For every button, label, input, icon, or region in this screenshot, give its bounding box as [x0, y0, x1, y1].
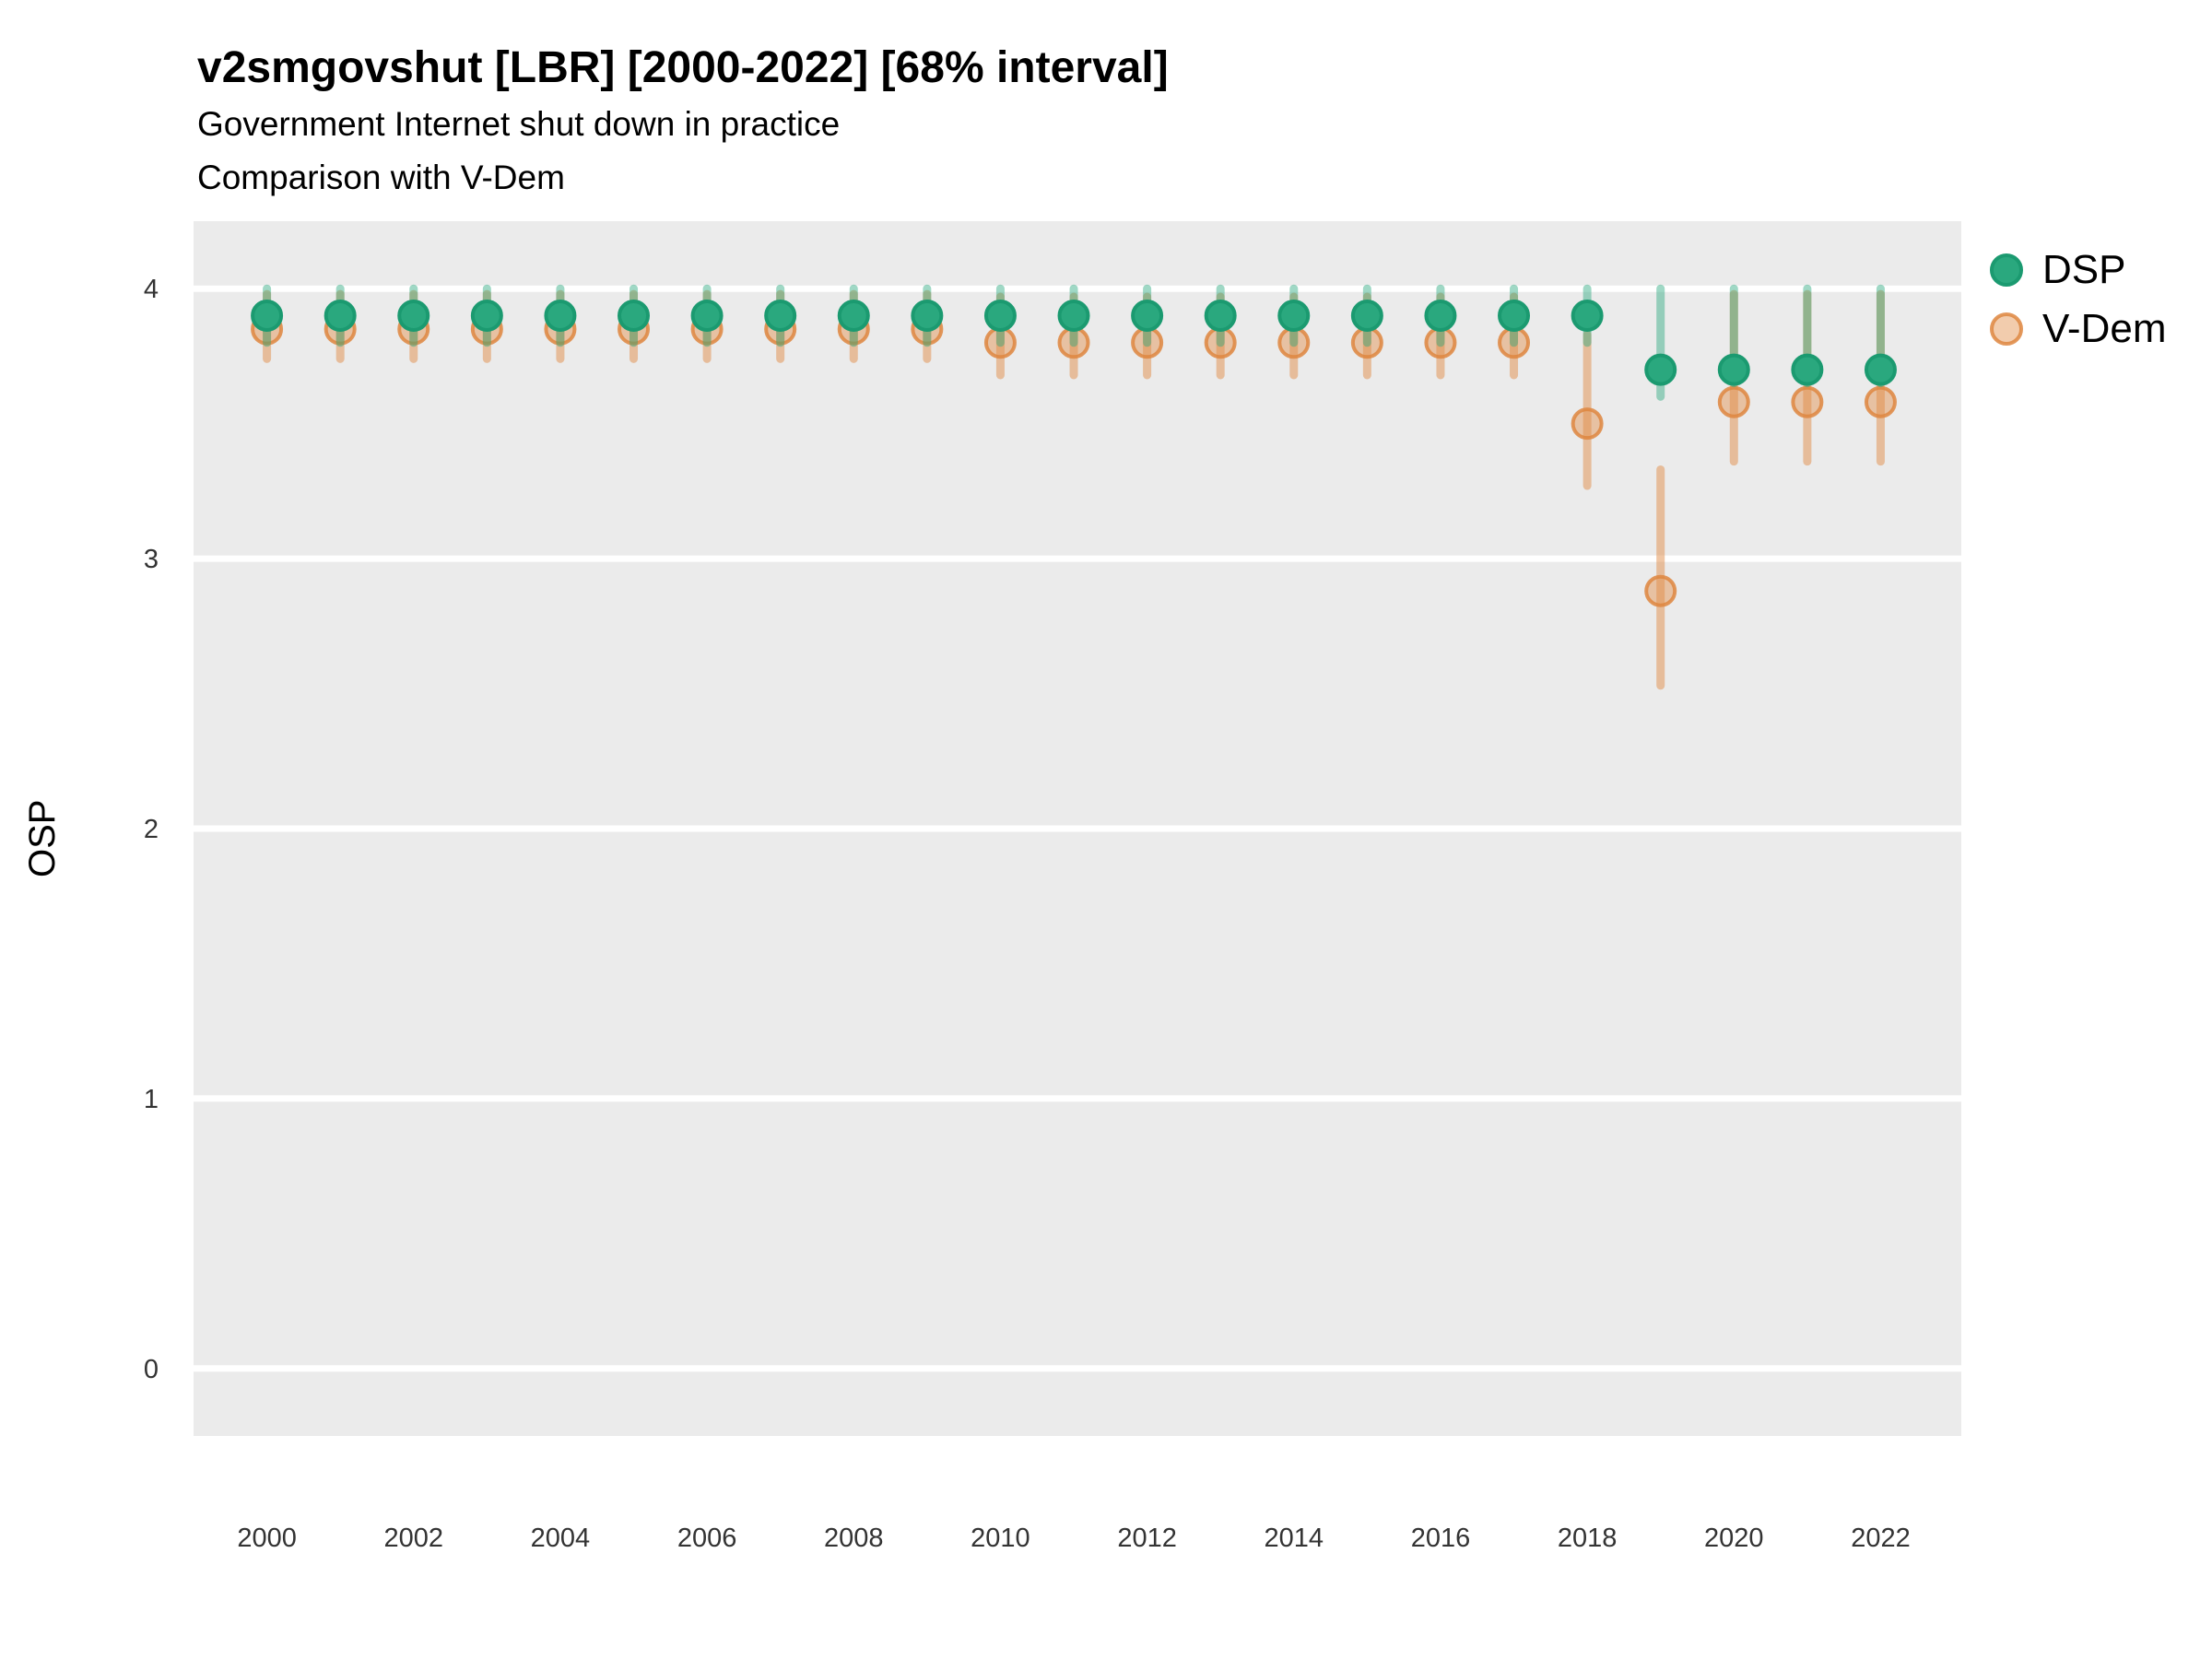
y-axis-title: OSP — [22, 799, 63, 877]
dsp-point-2008 — [837, 300, 870, 333]
dsp-point-2020 — [1717, 353, 1750, 386]
x-tick-label-2022: 2022 — [1851, 1524, 1911, 1553]
vdem-legend-swatch-icon — [1990, 312, 2023, 346]
chart-subtitle: Government Internet shut down in practic… — [197, 105, 841, 143]
dsp-point-2003 — [470, 300, 503, 333]
dsp-point-2012 — [1131, 300, 1164, 333]
dsp-point-2007 — [764, 300, 797, 333]
legend: DSP V-Dem — [1985, 247, 2166, 352]
y-tick-label-0: 0 — [144, 1355, 159, 1384]
legend-label-vdem: V-Dem — [2042, 306, 2167, 351]
dsp-point-2001 — [324, 300, 357, 333]
legend-item-vdem: V-Dem — [1985, 306, 2166, 352]
dsp-point-2005 — [618, 300, 651, 333]
x-tick-label-2004: 2004 — [531, 1524, 591, 1553]
vdem-point-2021 — [1791, 385, 1824, 418]
vdem-point-2020 — [1717, 385, 1750, 418]
y-tick-label-2: 2 — [144, 815, 159, 844]
dsp-point-2019 — [1644, 353, 1677, 386]
dsp-point-2013 — [1204, 300, 1237, 333]
dsp-point-2002 — [397, 300, 430, 333]
vdem-point-2019 — [1644, 574, 1677, 607]
dsp-point-2016 — [1424, 300, 1457, 333]
y-tick-label-1: 1 — [144, 1085, 159, 1114]
x-tick-label-2002: 2002 — [383, 1524, 443, 1553]
y-tick-label-3: 3 — [144, 545, 159, 574]
dsp-point-2006 — [690, 300, 724, 333]
dsp-point-2017 — [1498, 300, 1531, 333]
dsp-point-2011 — [1057, 300, 1090, 333]
x-tick-label-2000: 2000 — [237, 1524, 297, 1553]
vdem-point-2018 — [1571, 407, 1604, 441]
x-tick-label-2020: 2020 — [1704, 1524, 1764, 1553]
y-tick-label-4: 4 — [144, 275, 159, 304]
dsp-point-2021 — [1791, 353, 1824, 386]
dsp-point-2022 — [1864, 353, 1897, 386]
legend-item-dsp: DSP — [1985, 247, 2166, 293]
legend-label-dsp: DSP — [2042, 247, 2126, 292]
dsp-point-2000 — [251, 300, 284, 333]
vdem-point-2022 — [1864, 385, 1897, 418]
x-tick-label-2006: 2006 — [677, 1524, 737, 1553]
chart-subtitle-2: Comparison with V-Dem — [197, 159, 565, 196]
x-tick-label-2012: 2012 — [1117, 1524, 1177, 1553]
dsp-point-2010 — [983, 300, 1017, 333]
x-tick-label-2010: 2010 — [971, 1524, 1030, 1553]
x-tick-label-2018: 2018 — [1558, 1524, 1618, 1553]
dsp-point-2004 — [544, 300, 577, 333]
x-tick-label-2008: 2008 — [824, 1524, 884, 1553]
dsp-point-2018 — [1571, 300, 1604, 333]
chart-title: v2smgovshut [LBR] [2000-2022] [68% inter… — [197, 43, 1169, 92]
dsp-point-2009 — [911, 300, 944, 333]
dsp-legend-swatch-icon — [1990, 253, 2023, 287]
x-tick-label-2014: 2014 — [1265, 1524, 1324, 1553]
x-tick-label-2016: 2016 — [1411, 1524, 1471, 1553]
dsp-point-2015 — [1350, 300, 1383, 333]
dsp-point-2014 — [1277, 300, 1311, 333]
